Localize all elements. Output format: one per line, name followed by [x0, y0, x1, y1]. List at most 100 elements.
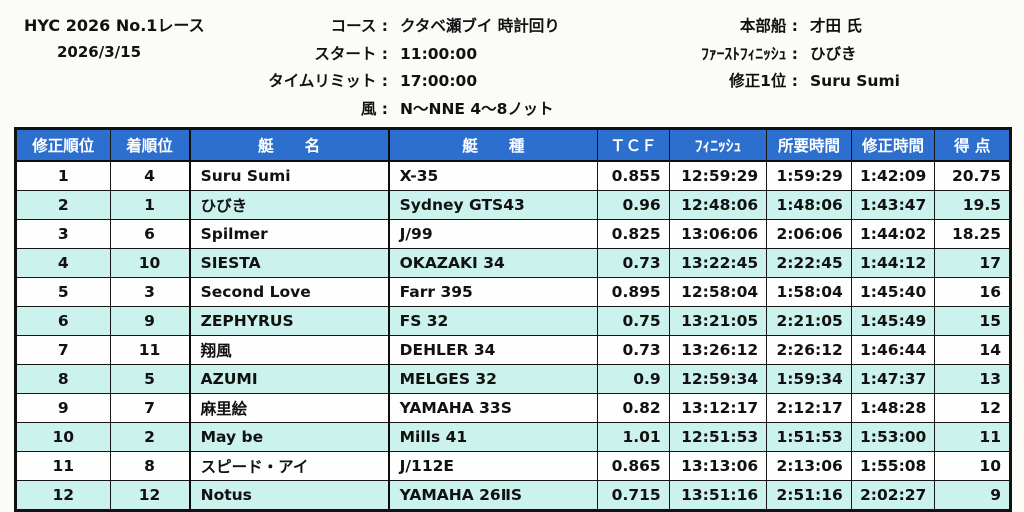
race-results-table: 修正順位 着順位艇 名艇 種 ＴＣＦ ﾌｨﾆｯｼｭ 所要時間 修正時間得 点 1 4 Suru…	[14, 127, 1012, 512]
table-cell: 2	[109, 422, 191, 452]
table-cell: 13:26:12	[668, 335, 768, 365]
time-limit-label: タイムリミット :	[268, 72, 388, 90]
header-cell: ＴＣＦ	[597, 128, 670, 162]
table-cell: Suru Sumi	[189, 160, 390, 191]
table-cell: 6	[109, 219, 191, 249]
table-cell: 2:26:12	[766, 335, 852, 365]
header-info: HYC 2026 No.1レース 2026/3/15 コース : クタベ瀬ブイ …	[0, 0, 1024, 127]
course-label: コース :	[330, 17, 388, 35]
table-cell: 10	[934, 451, 1011, 481]
table-cell: 12:51:53	[668, 422, 768, 452]
table-cell: 12:48:06	[668, 190, 768, 220]
table-cell: 1:48:06	[766, 190, 852, 220]
table-cell: 0.865	[597, 451, 670, 481]
header-cell: 修正時間	[850, 128, 936, 162]
table-cell: 1:53:00	[850, 422, 936, 452]
table-cell: 1:45:49	[850, 306, 936, 336]
table-cell: 1:58:04	[766, 277, 852, 307]
table-cell: X-35	[388, 160, 599, 191]
table-cell: 11	[15, 451, 111, 481]
corrected-first-value: Suru Sumi	[810, 72, 900, 90]
table-cell: 翔風	[189, 335, 390, 365]
table-cell: 17	[934, 248, 1011, 278]
table-cell: 0.96	[597, 190, 670, 220]
table-cell: 0.73	[597, 335, 670, 365]
table-cell: Sydney GTS43	[388, 190, 599, 220]
table-cell: ひびき	[189, 190, 390, 220]
table-cell: Second Love	[189, 277, 390, 307]
race-officials-block: 本部船 : 才田 氏 ﾌｧｰｽﾄﾌｨﾆｯｼｭ : ひびき 修正1位 : Suru…	[558, 13, 900, 96]
table-cell: 1:45:40	[850, 277, 936, 307]
table-cell: 1:59:29	[766, 160, 852, 191]
table-cell: 7	[109, 393, 191, 423]
table-cell: 15	[934, 306, 1011, 336]
table-cell: 19.5	[934, 190, 1011, 220]
header-cell: 艇 名	[189, 128, 390, 162]
table-cell: 0.9	[597, 364, 670, 394]
table-cell: スピード・アイ	[189, 451, 390, 481]
table-cell: 7	[15, 335, 111, 365]
table-row: 11 8 スピード・アイ J/112E 0.865 13:13:06 2:13:06 1:55…	[15, 451, 1011, 481]
table-cell: 2:22:45	[766, 248, 852, 278]
table-cell: 11	[934, 422, 1011, 452]
header-cell: 得 点	[934, 128, 1011, 162]
table-cell: 1:47:37	[850, 364, 936, 394]
course-row: コース : クタベ瀬ブイ 時計回り	[148, 13, 560, 41]
wind-row: 風 : N〜NNE 4〜8ノット	[148, 96, 560, 124]
table-cell: 0.855	[597, 160, 670, 191]
committee-boat-label: 本部船 :	[739, 17, 798, 35]
course-value: クタベ瀬ブイ 時計回り	[400, 17, 560, 35]
table-cell: 13:13:06	[668, 451, 768, 481]
table-cell: Mills 41	[388, 422, 599, 452]
header-cell: 修正順位	[15, 128, 111, 162]
table-cell: 5	[109, 364, 191, 394]
table-cell: 13:51:16	[668, 480, 768, 511]
time-limit-value: 17:00:00	[400, 72, 478, 90]
table-cell: 1:42:09	[850, 160, 936, 191]
table-row: 1 4 Suru Sumi X-35 0.855 12:59:29 1:59:29 1:42:…	[15, 160, 1011, 191]
header-cell: ﾌｨﾆｯｼｭ	[668, 128, 768, 162]
table-cell: 16	[934, 277, 1011, 307]
table-cell: 10	[109, 248, 191, 278]
table-cell: 0.73	[597, 248, 670, 278]
table-cell: 6	[15, 306, 111, 336]
table-cell: 1:44:12	[850, 248, 936, 278]
table-cell: 0.75	[597, 306, 670, 336]
table-cell: 12	[934, 393, 1011, 423]
table-cell: 0.715	[597, 480, 670, 511]
table-cell: 1.01	[597, 422, 670, 452]
race-date: 2026/3/15	[56, 43, 142, 61]
table-cell: YAMAHA 26ⅡS	[388, 480, 599, 511]
table-cell: 14	[934, 335, 1011, 365]
table-cell: 1	[109, 190, 191, 220]
committee-boat-row: 本部船 : 才田 氏	[558, 13, 900, 41]
table-cell: FS 32	[388, 306, 599, 336]
table-header-row: 修正順位 着順位艇 名艇 種 ＴＣＦ ﾌｨﾆｯｼｭ 所要時間 修正時間得 点	[15, 128, 1011, 162]
table-cell: 8	[109, 451, 191, 481]
table-cell: 13:22:45	[668, 248, 768, 278]
table-cell: SIESTA	[189, 248, 390, 278]
table-row: 5 3 Second Love Farr 395 0.895 12:58:04 1:58:0…	[15, 277, 1011, 307]
race-title: HYC 2026 No.1レース	[24, 16, 205, 35]
race-title-block: HYC 2026 No.1レース 2026/3/15	[24, 13, 205, 65]
table-cell: 9	[934, 480, 1011, 511]
time-limit-row: タイムリミット : 17:00:00	[148, 68, 560, 96]
table-cell: J/99	[388, 219, 599, 249]
table-cell: OKAZAKI 34	[388, 248, 599, 278]
first-finish-row: ﾌｧｰｽﾄﾌｨﾆｯｼｭ : ひびき	[558, 41, 900, 69]
table-cell: 2:51:16	[766, 480, 852, 511]
header-cell: 着順位	[109, 128, 191, 162]
table-row: 7 11 翔風 DEHLER 34 0.73 13:26:12 2:26:12 1:46:44…	[15, 335, 1011, 365]
table-cell: 12:59:29	[668, 160, 768, 191]
table-cell: 1:46:44	[850, 335, 936, 365]
table-row: 4 10 SIESTA OKAZAKI 34 0.73 13:22:45 2:22:45 1:…	[15, 248, 1011, 278]
table-cell: 2:06:06	[766, 219, 852, 249]
table-cell: 麻里絵	[189, 393, 390, 423]
table-cell: 9	[109, 306, 191, 336]
table-cell: 1	[15, 160, 111, 191]
table-cell: YAMAHA 33S	[388, 393, 599, 423]
corrected-first-row: 修正1位 : Suru Sumi	[558, 68, 900, 96]
table-cell: 5	[15, 277, 111, 307]
table-cell: 8	[15, 364, 111, 394]
table-cell: Spilmer	[189, 219, 390, 249]
